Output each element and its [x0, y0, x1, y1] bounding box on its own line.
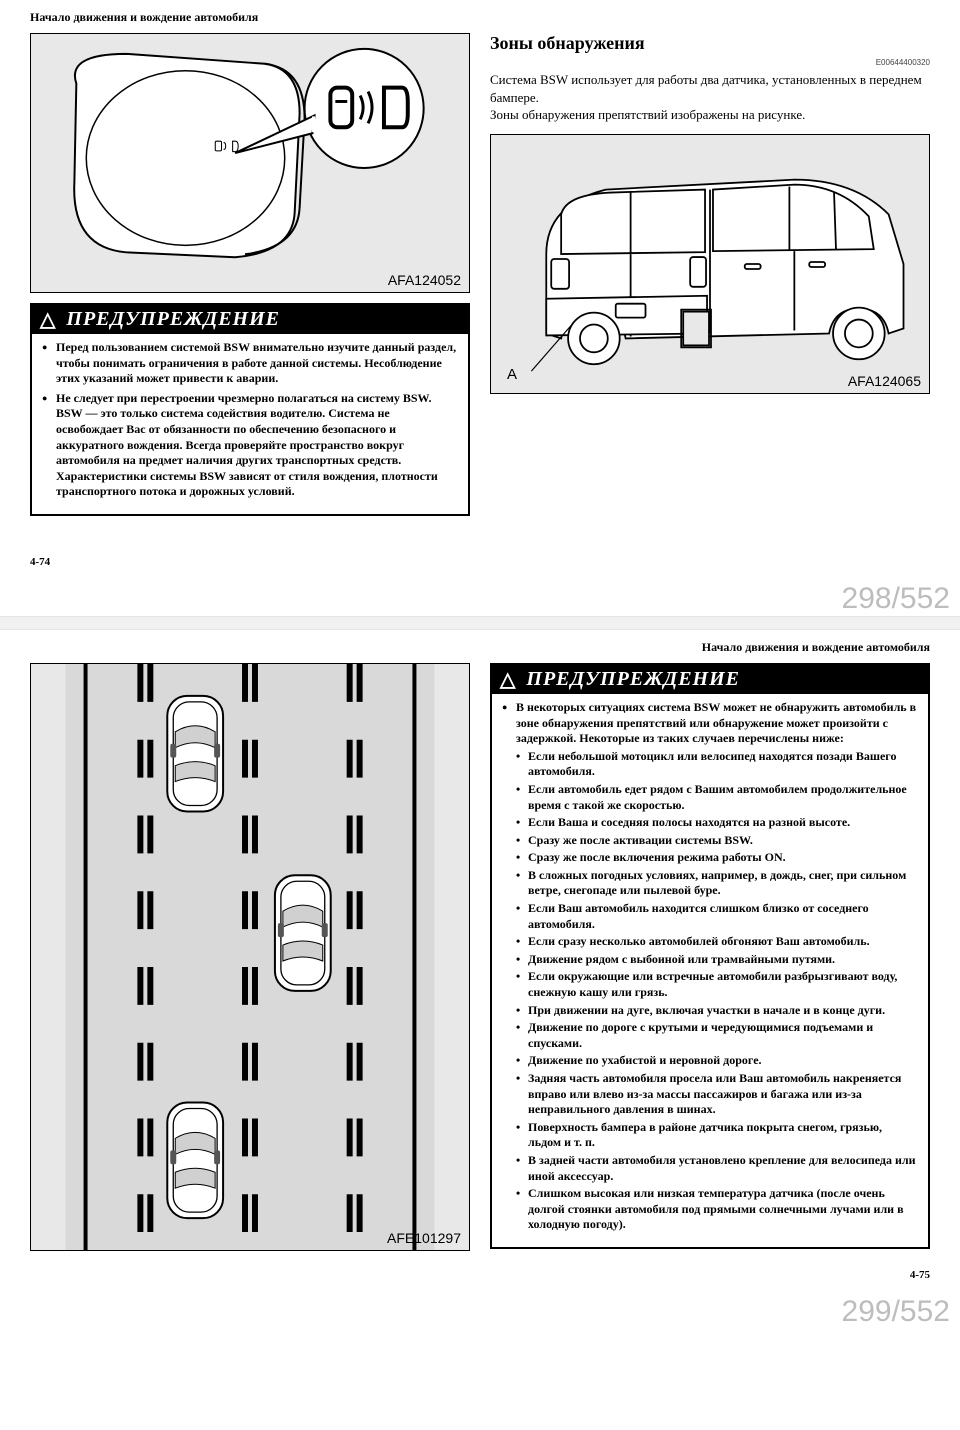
page-header: Начало движения и вождение автомобиля [30, 640, 930, 655]
warning-subitem: При движении на дуге, включая участки в … [516, 1003, 918, 1019]
warning-subitem: Задняя часть автомобиля просела или Ваш … [516, 1071, 918, 1118]
left-column: AFE101297 [30, 663, 470, 1281]
warning-body: В некоторых ситуациях система BSW может … [492, 694, 928, 1247]
warning-item: Не следует при перестроении чрезмерно по… [42, 391, 458, 500]
warning-triangle-icon: △ [500, 667, 516, 692]
warning-subitem: Если Ваш автомобиль находится слишком бл… [516, 901, 918, 932]
figure-mirror: AFA124052 [30, 33, 470, 293]
warning-list-2: В некоторых ситуациях система BSW может … [502, 700, 918, 1233]
car-rear-illustration [491, 135, 929, 393]
page-number: 4-74 [30, 556, 930, 568]
warning-item: В некоторых ситуациях система BSW может … [502, 700, 918, 1233]
warning-title: ПРЕДУПРЕЖДЕНИЕ [526, 668, 740, 691]
page-1: Начало движения и вождение автомобиля [0, 0, 960, 588]
right-column: △ ПРЕДУПРЕЖДЕНИЕ В некоторых ситуациях с… [490, 663, 930, 1281]
warning-subitem: Слишком высокая или низкая температура д… [516, 1186, 918, 1233]
section-title: Зоны обнаружения [490, 33, 930, 54]
right-column: Зоны обнаружения E00644400320 Система BS… [490, 33, 930, 516]
warning-subitem: Сразу же после включения режима работы O… [516, 850, 918, 866]
warning-subitem: Движение по ухабистой и неровной дороге. [516, 1053, 918, 1069]
warning-subitem: Если автомобиль едет рядом с Вашим автом… [516, 782, 918, 813]
road-illustration [31, 664, 469, 1250]
body-text: Система BSW использует для работы два да… [490, 71, 930, 124]
warning-triangle-icon: △ [40, 307, 56, 332]
warning-body: Перед пользованием системой BSW внимател… [32, 334, 468, 514]
warning-list-1: Перед пользованием системой BSW внимател… [42, 340, 458, 500]
warning-subitem: Если Ваша и соседняя полосы находятся на… [516, 815, 918, 831]
warning-intro-text: В некоторых ситуациях система BSW может … [516, 700, 916, 745]
warning-subitem: Движение рядом с выбоиной или трамвайным… [516, 952, 918, 968]
warning-subitem: Поверхность бампера в районе датчика пок… [516, 1120, 918, 1151]
two-column-layout: AFE101297 △ ПРЕДУПРЕЖДЕНИЕ В некоторых с… [30, 663, 930, 1281]
figure-car-rear: A AFA124065 [490, 134, 930, 394]
figure-road: AFE101297 [30, 663, 470, 1251]
mirror-illustration [31, 34, 469, 292]
warning-sublist: Если небольшой мотоцикл или велосипед на… [516, 749, 918, 1233]
warning-subitem: Если окружающие или встречные автомобили… [516, 969, 918, 1000]
figure-a-label: A [507, 366, 517, 383]
figure-label: AFA124065 [848, 373, 921, 389]
warning-header: △ ПРЕДУПРЕЖДЕНИЕ [32, 305, 468, 334]
page-header: Начало движения и вождение автомобиля [30, 10, 930, 25]
warning-subitem: Если небольшой мотоцикл или велосипед на… [516, 749, 918, 780]
warning-item: Перед пользованием системой BSW внимател… [42, 340, 458, 387]
doc-code: E00644400320 [490, 58, 930, 67]
warning-subitem: Движение по дороге с крутыми и чередующи… [516, 1020, 918, 1051]
figure-label: AFA124052 [388, 272, 461, 288]
warning-header: △ ПРЕДУПРЕЖДЕНИЕ [492, 665, 928, 694]
page-number: 4-75 [490, 1269, 930, 1281]
warning-subitem: В сложных погодных условиях, например, в… [516, 868, 918, 899]
page-2: Начало движения и вождение автомобиля [0, 630, 960, 1301]
warning-subitem: Сразу же после активации системы BSW. [516, 833, 918, 849]
figure-label: AFE101297 [387, 1230, 461, 1246]
warning-subitem: Если сразу несколько автомобилей обгоняю… [516, 934, 918, 950]
left-column: AFA124052 △ ПРЕДУПРЕЖДЕНИЕ Перед пользов… [30, 33, 470, 516]
page-divider [0, 616, 960, 630]
warning-box-2: △ ПРЕДУПРЕЖДЕНИЕ В некоторых ситуациях с… [490, 663, 930, 1249]
warning-subitem: В задней части автомобиля установлено кр… [516, 1153, 918, 1184]
two-column-layout: AFA124052 △ ПРЕДУПРЕЖДЕНИЕ Перед пользов… [30, 33, 930, 516]
warning-box-1: △ ПРЕДУПРЕЖДЕНИЕ Перед пользованием сист… [30, 303, 470, 516]
warning-title: ПРЕДУПРЕЖДЕНИЕ [66, 308, 280, 331]
